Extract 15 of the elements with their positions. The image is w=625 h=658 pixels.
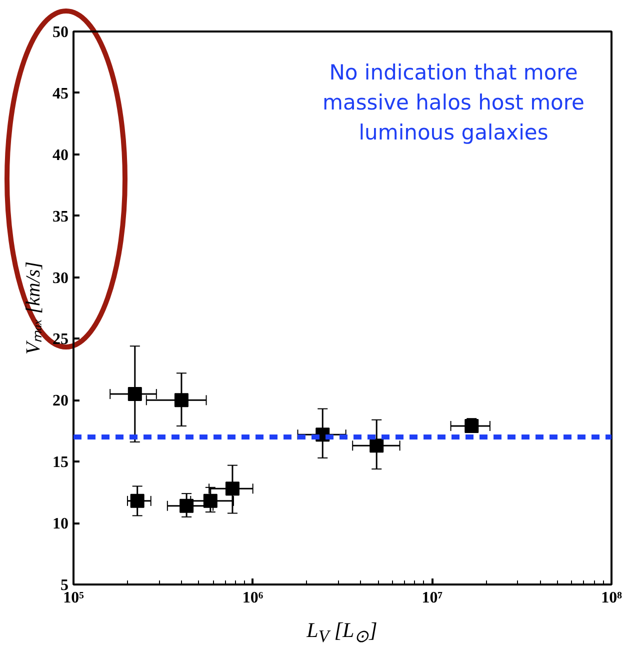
x-tick-label: 10⁷ <box>422 590 443 606</box>
x-axis-title: L$_{V}$ [L$_{⊙}$] <box>306 618 378 648</box>
y-axis-title: Vₘₐₓ [km/s] <box>22 262 44 354</box>
y-tick-label: 15 <box>52 454 68 472</box>
y-tick-label: 30 <box>52 270 68 287</box>
x-tick-label: 10⁵ <box>63 590 84 606</box>
x-tick-label: 10⁸ <box>601 590 622 606</box>
y-tick-label: 20 <box>52 392 68 410</box>
y-tick-label: 10 <box>52 516 68 533</box>
y-tick-label: 35 <box>52 208 68 226</box>
x-tick-label: 10⁶ <box>242 590 264 606</box>
y-tick-label: 45 <box>52 85 68 102</box>
y-tick-label: 40 <box>52 146 68 164</box>
annotation: No indication that more massive halos host more luminous galaxies <box>322 60 584 144</box>
y-tick-label: 50 <box>52 24 68 41</box>
